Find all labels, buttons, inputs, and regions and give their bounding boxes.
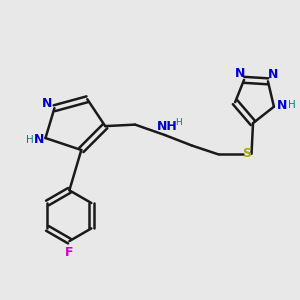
Text: S: S [242,147,251,161]
Text: N: N [34,133,44,146]
Text: H: H [175,118,182,127]
Text: N: N [42,97,52,110]
Text: H: H [26,134,34,145]
Text: F: F [65,246,74,259]
Text: H: H [288,100,296,110]
Text: N: N [268,68,278,81]
Text: NH: NH [157,120,178,133]
Text: N: N [234,67,245,80]
Text: N: N [277,99,287,112]
